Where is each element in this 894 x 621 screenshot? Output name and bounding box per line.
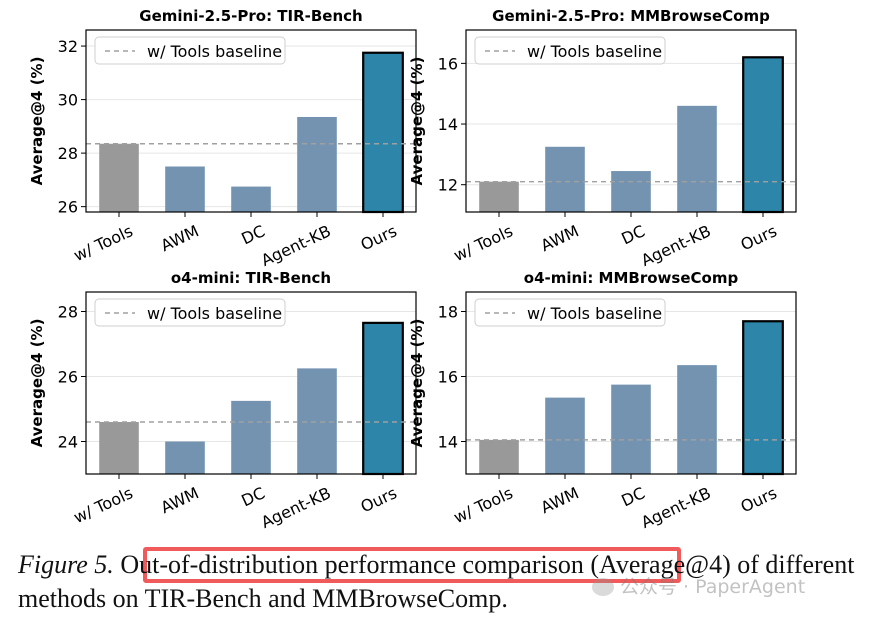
chart-title: Gemini-2.5-Pro: TIR-Bench — [139, 7, 362, 25]
chart-title: Gemini-2.5-Pro: MMBrowseComp — [492, 7, 770, 25]
y-tick-label: 26 — [58, 368, 78, 387]
y-axis-label: Average@4 (%) — [28, 319, 46, 448]
bar-awm — [165, 166, 205, 212]
x-tick-label: w/ Tools — [71, 483, 136, 527]
x-tick-label: DC — [618, 483, 647, 510]
bar-dc — [611, 171, 651, 212]
bar-ours — [742, 56, 784, 214]
legend-box — [94, 298, 286, 327]
x-tick-label: DC — [238, 221, 267, 248]
y-axis-label: Average@4 (%) — [28, 57, 46, 186]
watermark-text: 公众号 · PaperAgent — [620, 576, 806, 598]
bar-agent-kb — [297, 116, 337, 212]
x-tick-label: DC — [238, 483, 267, 510]
caption-label: Figure 5. — [18, 550, 114, 579]
x-tick-label: Ours — [738, 483, 780, 516]
bar-w-tools — [99, 143, 139, 212]
x-tick-label: w/ Tools — [71, 221, 136, 265]
y-tick-label: 28 — [58, 144, 78, 163]
x-tick-label: Ours — [358, 221, 400, 254]
plot-frame — [85, 291, 417, 475]
legend-box — [474, 36, 666, 65]
bar-agent-kb — [677, 105, 717, 212]
x-tick-label: Ours — [738, 221, 780, 254]
wechat-icon — [592, 578, 614, 596]
bar-ours — [362, 321, 404, 476]
x-tick-label: Ours — [358, 483, 400, 516]
legend-label: w/ Tools baseline — [527, 42, 662, 61]
chart-title: o4-mini: MMBrowseComp — [524, 269, 739, 287]
x-tick-label: Agent-KB — [638, 483, 714, 532]
bar-w-tools — [99, 422, 139, 474]
bar-w-tools — [479, 181, 519, 212]
x-tick-label: AWM — [538, 483, 582, 517]
x-tick-label: AWM — [158, 483, 202, 517]
caption-text: Out-of-distribution performance comparis… — [18, 550, 855, 613]
bar-awm — [545, 146, 585, 212]
legend-label: w/ Tools baseline — [527, 304, 662, 323]
plot-frame — [85, 29, 417, 213]
x-tick-label: DC — [618, 221, 647, 248]
y-tick-label: 18 — [438, 303, 458, 322]
y-tick-label: 16 — [438, 368, 458, 387]
bar-dc — [231, 186, 271, 212]
legend-label: w/ Tools baseline — [147, 42, 282, 61]
chart-title: o4-mini: TIR-Bench — [171, 269, 331, 287]
figure-caption: Figure 5. Out-of-distribution performanc… — [18, 548, 878, 616]
x-tick-label: Agent-KB — [258, 483, 334, 532]
bar-dc — [611, 384, 651, 474]
x-tick-label: Agent-KB — [258, 221, 334, 270]
y-tick-label: 26 — [58, 198, 78, 217]
plot-frame — [465, 29, 797, 213]
y-tick-label: 24 — [58, 433, 78, 452]
bar-agent-kb — [677, 365, 717, 474]
x-tick-label: Agent-KB — [638, 221, 714, 270]
watermark: 公众号 · PaperAgent — [592, 572, 805, 599]
x-tick-label: AWM — [538, 221, 582, 255]
legend-box — [474, 298, 666, 327]
legend-box — [94, 36, 286, 65]
legend-label: w/ Tools baseline — [147, 304, 282, 323]
bar-awm — [545, 397, 585, 474]
y-tick-label: 12 — [438, 176, 458, 195]
y-tick-label: 16 — [438, 54, 458, 73]
y-tick-label: 14 — [438, 433, 458, 452]
plot-frame — [465, 291, 797, 475]
bar-w-tools — [479, 439, 519, 474]
bar-awm — [165, 441, 205, 474]
caption-highlight-box — [143, 547, 681, 583]
x-tick-label: w/ Tools — [451, 483, 516, 527]
bar-ours — [742, 320, 784, 476]
y-tick-label: 32 — [58, 37, 78, 56]
x-tick-label: AWM — [158, 221, 202, 255]
bar-dc — [231, 400, 271, 474]
y-tick-label: 28 — [58, 303, 78, 322]
y-tick-label: 14 — [438, 115, 458, 134]
y-tick-label: 30 — [58, 91, 78, 110]
x-tick-label: w/ Tools — [451, 221, 516, 265]
y-axis-label: Average@4 (%) — [408, 57, 426, 186]
bar-ours — [362, 51, 404, 214]
bar-agent-kb — [297, 368, 337, 474]
y-axis-label: Average@4 (%) — [408, 319, 426, 448]
